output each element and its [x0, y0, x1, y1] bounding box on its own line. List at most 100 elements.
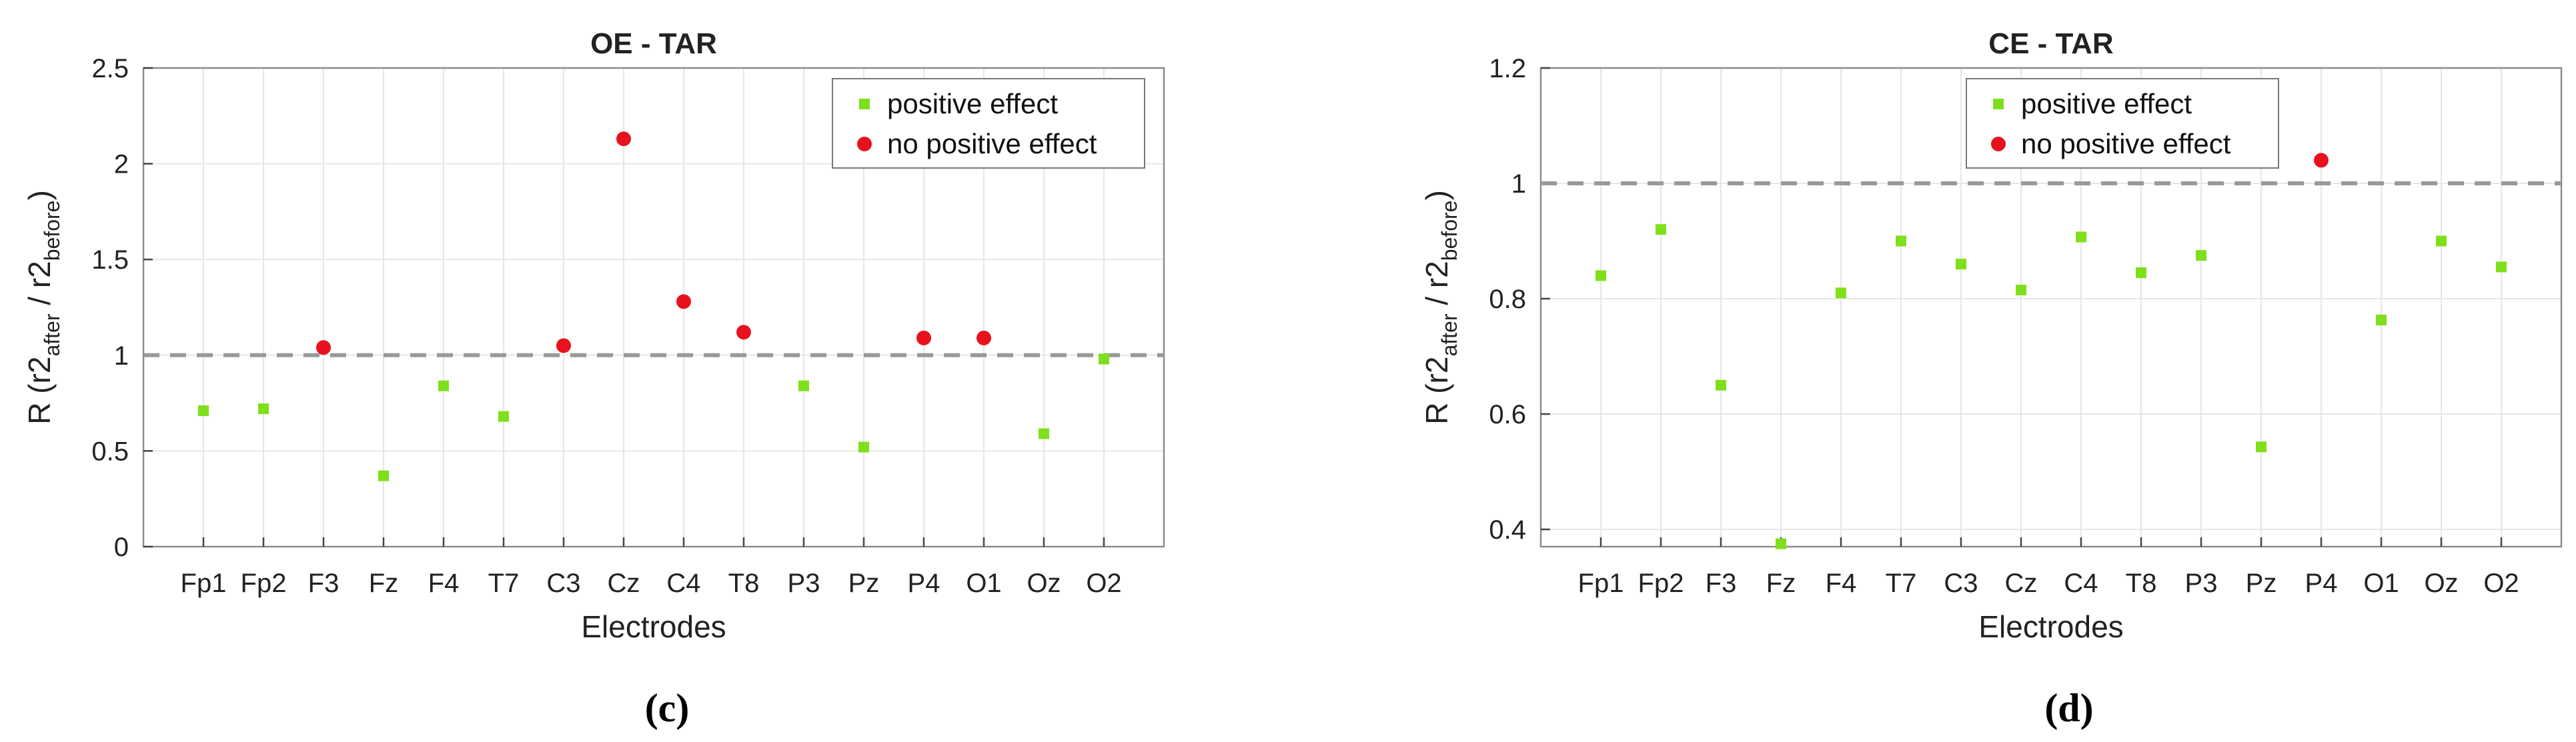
y-axis-label-part: ) [1419, 190, 1454, 200]
legend-marker-no-positive [857, 137, 872, 151]
data-point-no-positive [556, 338, 571, 353]
y-tick-label: 0.8 [1489, 285, 1526, 314]
legend-marker-positive [1993, 99, 2004, 109]
y-tick-label: 1.5 [91, 245, 129, 275]
x-tick-label: O2 [1086, 569, 1121, 598]
x-tick-label: O1 [2363, 569, 2399, 598]
panel-c-chart: 0 0.5 1 1.5 2 2.5 Fp1 Fp2 F3 Fz F4 T7 C3 Cz C4 T8 P3 Pz P4… [22, 27, 1165, 730]
x-tick-label: C4 [2064, 569, 2098, 598]
x-tick-label: T8 [2126, 569, 2157, 598]
y-tick-label: 0.6 [1489, 400, 1526, 429]
data-point-positive [1716, 379, 1726, 391]
x-tick-label: F4 [428, 569, 460, 598]
data-point-positive [1896, 235, 1906, 247]
data-point-positive [378, 470, 389, 481]
data-point-positive [798, 380, 809, 391]
x-tick-label: Pz [848, 569, 880, 598]
data-point-no-positive [316, 340, 331, 355]
data-point-positive [498, 411, 509, 422]
x-tick-label: T7 [488, 569, 520, 598]
chart-title: OE - TAR [590, 27, 717, 60]
x-tick-label: Cz [2005, 569, 2038, 598]
x-tick-label: F3 [1706, 569, 1737, 598]
x-tick-label: Oz [1027, 569, 1061, 598]
data-point-positive [1656, 224, 1666, 235]
y-tick-label: 1 [114, 341, 129, 371]
x-tick-label: Fp2 [1638, 569, 1684, 598]
legend-label-positive: positive effect [887, 88, 1058, 119]
data-point-positive [2376, 315, 2387, 326]
data-point-positive [1039, 428, 1049, 439]
data-point-positive [198, 405, 209, 417]
y-axis-label-part: R (r2 [22, 357, 57, 425]
y-axis-label-part: ) [22, 190, 57, 200]
x-tick-label: F4 [1826, 569, 1857, 598]
legend-label-no-positive: no positive effect [887, 128, 1097, 159]
x-tick-label: Fz [1766, 569, 1796, 598]
data-point-positive [2196, 250, 2206, 261]
y-tick-label: 1.2 [1489, 54, 1526, 83]
x-tick-label: P3 [788, 569, 820, 598]
x-tick-label: P3 [2185, 569, 2218, 598]
y-axis-label-subscript: before [40, 201, 64, 261]
y-axis-label-subscript: after [40, 313, 64, 356]
x-tick-label: O2 [2483, 569, 2519, 598]
y-tick-label: 2 [114, 150, 129, 179]
y-axis-label-subscript: after [1437, 313, 1461, 356]
legend-label-positive: positive effect [2021, 88, 2192, 119]
data-point-positive [2076, 231, 2086, 243]
legend-box [832, 78, 1145, 169]
data-point-no-positive [736, 325, 751, 340]
panel-caption: (d) [2044, 686, 2093, 730]
x-tick-label: C4 [666, 569, 700, 598]
data-point-positive [2256, 441, 2267, 453]
chart-title: CE - TAR [1988, 27, 2113, 60]
panel-d-chart: 0.4 0.6 0.8 1 1.2 Fp1 Fp2 F3 Fz F4 T7 C3 Cz C4 T8 P3 Pz P… [1419, 27, 2563, 730]
x-tick-label: Fp1 [1578, 569, 1624, 598]
x-tick-label: Fz [369, 569, 398, 598]
x-tick-label: T8 [728, 569, 760, 598]
y-tick-label: 1 [1511, 169, 1526, 199]
data-point-positive [1956, 259, 1966, 270]
x-tick-label: Oz [2424, 569, 2458, 598]
plot-area-border [1539, 67, 2563, 548]
y-tick-label: 0 [114, 533, 129, 562]
data-point-positive [2136, 267, 2146, 279]
data-point-no-positive [676, 294, 691, 309]
legend-label-no-positive: no positive effect [2021, 128, 2231, 159]
y-axis-label-part: / r2 [1419, 261, 1454, 313]
x-tick-label: C3 [546, 569, 580, 598]
data-point-positive [1099, 353, 1109, 365]
x-tick-label: Fp1 [181, 569, 227, 598]
data-point-positive [438, 380, 449, 391]
x-tick-label: P4 [908, 569, 940, 598]
y-axis-label: R (r2after / r2before) [1419, 190, 1461, 425]
data-point-positive [1836, 287, 1846, 299]
y-axis-label-part: R (r2 [1419, 357, 1454, 425]
y-axis-label-subscript: before [1437, 201, 1461, 261]
y-axis-label-part: / r2 [22, 261, 57, 313]
y-tick-label: 0.5 [91, 437, 129, 466]
x-tick-label: F3 [308, 569, 340, 598]
data-point-no-positive [977, 330, 991, 345]
data-point-positive [858, 441, 869, 453]
x-tick-label: Cz [608, 569, 640, 598]
x-tick-label: T7 [1886, 569, 1917, 598]
x-axis-label: Electrodes [581, 609, 726, 644]
legend-marker-no-positive [1991, 137, 2006, 151]
legend-box [1966, 78, 2279, 169]
data-point-positive [2496, 261, 2507, 273]
plot-area-border [142, 67, 1165, 548]
x-tick-label: Pz [2246, 569, 2277, 598]
data-point-no-positive [616, 131, 631, 147]
data-point-no-positive [2314, 153, 2329, 168]
x-tick-label: C3 [1944, 569, 1978, 598]
x-axis-label: Electrodes [1978, 609, 2123, 644]
data-point-no-positive [916, 330, 931, 345]
y-tick-label: 0.4 [1489, 515, 1526, 545]
x-tick-label: O1 [966, 569, 1001, 598]
y-tick-label: 2.5 [91, 54, 129, 83]
x-tick-label: Fp2 [241, 569, 287, 598]
data-point-positive [2016, 285, 2026, 296]
